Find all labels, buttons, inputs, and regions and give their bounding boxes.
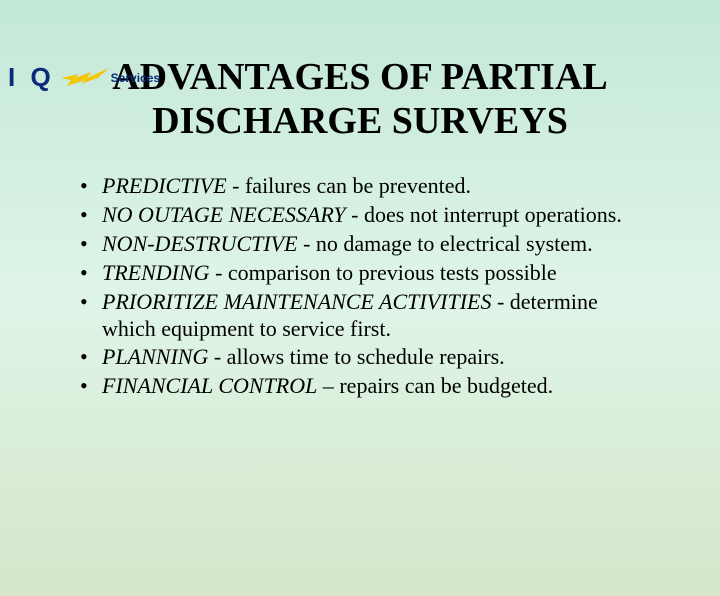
bullet-desc: - failures can be prevented.	[232, 173, 471, 198]
logo: I Q Services	[8, 62, 160, 93]
bullet-term: TRENDING	[102, 260, 210, 285]
logo-iq-text: I Q	[8, 62, 55, 93]
lightning-icon	[61, 68, 109, 88]
bullet-term: PRIORITIZE MAINTENANCE ACTIVITIES	[102, 289, 491, 314]
bullet-list: PREDICTIVE - failures can be prevented. …	[0, 173, 720, 400]
bullet-term: FINANCIAL CONTROL	[102, 373, 317, 398]
list-item: NO OUTAGE NECESSARY - does not interrupt…	[78, 202, 648, 229]
bullet-term: PLANNING	[102, 344, 208, 369]
list-item: FINANCIAL CONTROL – repairs can be budge…	[78, 373, 648, 400]
list-item: PREDICTIVE - failures can be prevented.	[78, 173, 648, 200]
bullet-term: NO OUTAGE NECESSARY	[102, 202, 346, 227]
bullet-term: NON-DESTRUCTIVE	[102, 231, 298, 256]
bullet-desc: - comparison to previous tests possible	[210, 260, 557, 285]
bullet-desc: - allows time to schedule repairs.	[208, 344, 504, 369]
bullet-term: PREDICTIVE	[102, 173, 232, 198]
list-item: PRIORITIZE MAINTENANCE ACTIVITIES - dete…	[78, 289, 648, 343]
bullet-desc: - no damage to electrical system.	[298, 231, 593, 256]
list-item: PLANNING - allows time to schedule repai…	[78, 344, 648, 371]
logo-services-text: Services	[111, 71, 160, 85]
list-item: TRENDING - comparison to previous tests …	[78, 260, 648, 287]
bullet-desc: – repairs can be budgeted.	[317, 373, 553, 398]
bullet-desc: - does not interrupt operations.	[346, 202, 622, 227]
list-item: NON-DESTRUCTIVE - no damage to electrica…	[78, 231, 648, 258]
